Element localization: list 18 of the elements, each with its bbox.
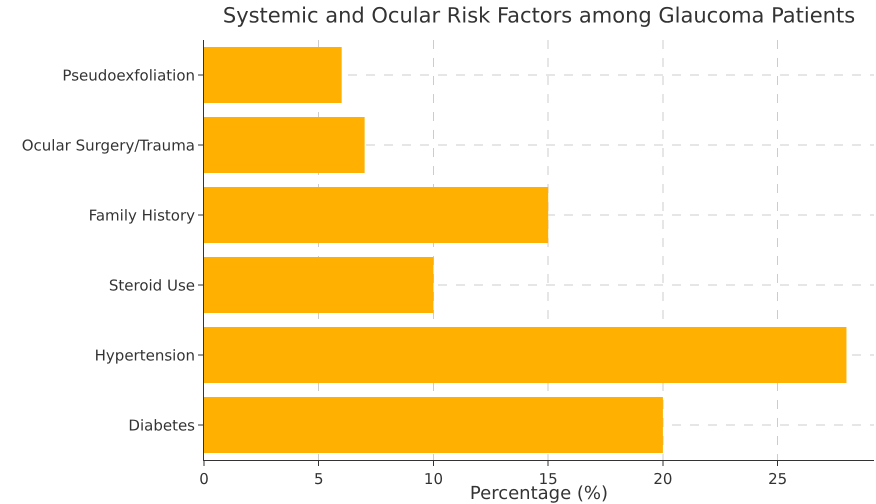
bar	[204, 327, 846, 383]
bar	[204, 187, 548, 243]
x-tick-label: 10	[424, 470, 443, 488]
y-tick-label: Steroid Use	[108, 276, 195, 294]
bar	[204, 117, 365, 173]
x-tick-label: 25	[768, 470, 788, 488]
x-tick-label: 20	[653, 470, 672, 488]
bar	[204, 47, 342, 103]
y-tick-label: Ocular Surgery/Trauma	[22, 136, 195, 154]
y-tick-label: Pseudoexfoliation	[62, 66, 195, 84]
x-tick-label: 5	[314, 470, 324, 488]
bar	[204, 397, 663, 453]
x-tick-label: 0	[199, 470, 209, 488]
y-tick-label: Diabetes	[128, 416, 196, 434]
y-tick-label: Family History	[88, 206, 196, 224]
y-tick-label: Hypertension	[94, 346, 195, 364]
bar	[204, 257, 434, 313]
chart-title: Systemic and Ocular Risk Factors among Glaucoma Patients	[222, 3, 856, 28]
